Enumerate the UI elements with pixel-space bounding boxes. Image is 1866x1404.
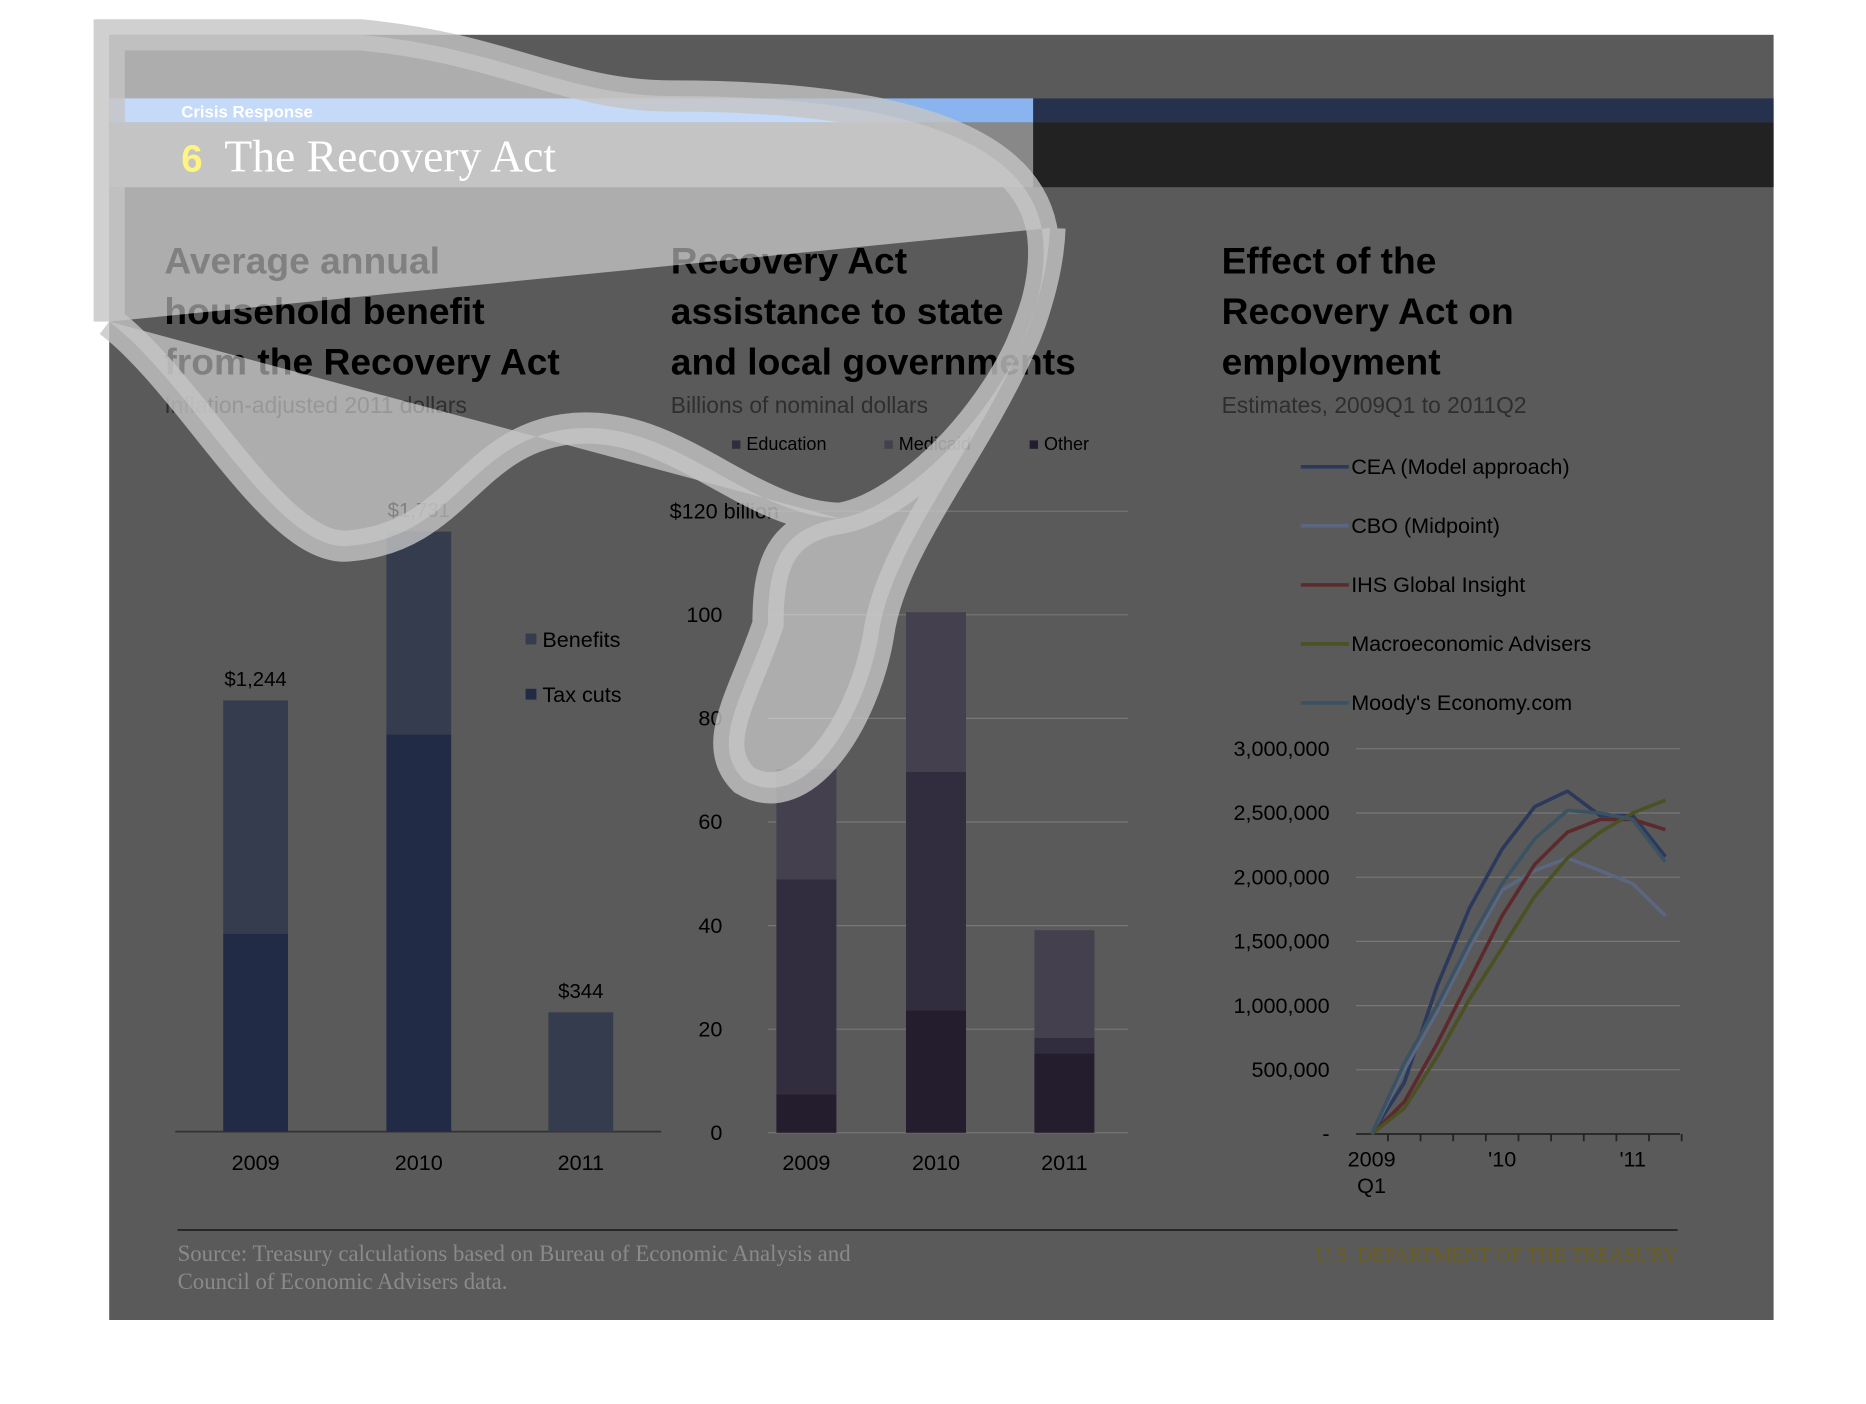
bar-segment bbox=[1034, 1038, 1095, 1054]
x-tick-label: 2009 Q1 bbox=[1347, 1147, 1396, 1198]
total-label: $344 bbox=[558, 981, 603, 1003]
chart-title: assistance to state bbox=[671, 290, 1004, 332]
x-tick-label: 2010 bbox=[395, 1150, 443, 1175]
slide-title: The Recovery Act bbox=[224, 131, 556, 182]
chart-subtitle: Estimates, 2009Q1 to 2011Q2 bbox=[1222, 392, 1527, 418]
x-tick-label: '11 bbox=[1619, 1147, 1646, 1172]
x-tick-label-box: '11 bbox=[1619, 1147, 1646, 1172]
bar-segment bbox=[548, 1012, 614, 1132]
y-tick-label: 80 bbox=[698, 706, 722, 731]
bar-segment bbox=[906, 771, 966, 1011]
legend-label: CEA (Model approach) bbox=[1351, 454, 1569, 479]
total-label: $1,244 bbox=[224, 669, 286, 691]
y-tick-label: 100 bbox=[686, 602, 722, 627]
legend-swatch bbox=[732, 440, 741, 449]
x-tick-label: 2010 bbox=[912, 1150, 960, 1175]
y-tick-label: 500,000 bbox=[1252, 1057, 1330, 1082]
bar-segment bbox=[1034, 1053, 1095, 1133]
legend-label: Macroeconomic Advisers bbox=[1351, 631, 1591, 656]
series-line bbox=[1369, 808, 1667, 1135]
slide-number: 6 bbox=[181, 138, 202, 181]
x-tick-label-box: '10 bbox=[1488, 1147, 1517, 1172]
legend-swatch bbox=[884, 440, 893, 449]
source: Source: Treasury calculations based on B… bbox=[178, 1241, 852, 1266]
legend-label: Medicaid bbox=[899, 434, 971, 454]
y-tick-label: 1,500,000 bbox=[1234, 929, 1330, 954]
legend-swatch bbox=[525, 633, 537, 645]
y-tick-label: 0 bbox=[710, 1120, 722, 1145]
y-tick-label: - bbox=[1322, 1121, 1329, 1146]
x-tick-label-box: 2009 Q1 bbox=[1347, 1147, 1396, 1198]
y-tick-label: 60 bbox=[698, 809, 722, 834]
bar-segment bbox=[386, 531, 452, 735]
x-tick-label: 2009 bbox=[232, 1150, 280, 1175]
legend-swatch bbox=[1029, 440, 1038, 449]
chart-subtitle: Inflation-adjusted 2011 dollars bbox=[164, 392, 466, 418]
bar-segment bbox=[776, 769, 837, 880]
bar-segment bbox=[776, 879, 837, 1095]
x-tick-label: 2011 bbox=[1041, 1150, 1087, 1175]
bar-segment bbox=[906, 1010, 966, 1133]
chart-title: Effect of the bbox=[1222, 240, 1437, 282]
legend-label: Other bbox=[1044, 434, 1089, 454]
legend-label: CBO (Midpoint) bbox=[1351, 513, 1500, 538]
bar-segment bbox=[223, 933, 288, 1132]
legend-label: Moody's Economy.com bbox=[1351, 690, 1572, 715]
chart-subtitle: Billions of nominal dollars bbox=[671, 392, 928, 418]
series-line bbox=[1370, 798, 1667, 1136]
y-tick-label: 2,000,000 bbox=[1234, 864, 1330, 889]
bar-segment bbox=[1034, 930, 1095, 1039]
bar-segment bbox=[223, 700, 288, 934]
y-tick-label: 3,000,000 bbox=[1234, 736, 1330, 761]
x-tick-label: '10 bbox=[1488, 1147, 1517, 1172]
footer: U.S. DEPARTMENT OF THE TREASURY bbox=[1316, 1244, 1678, 1266]
x-tick-label: 2011 bbox=[558, 1150, 604, 1175]
y-tick-label: 20 bbox=[698, 1016, 722, 1041]
chart-title: employment bbox=[1222, 340, 1441, 382]
legend-label: Education bbox=[746, 434, 826, 454]
title-band bbox=[1033, 122, 1774, 188]
series-line bbox=[1369, 856, 1667, 1135]
chart-title: from the Recovery Act bbox=[164, 340, 559, 382]
bar-segment bbox=[386, 734, 452, 1132]
section-band bbox=[1033, 98, 1774, 123]
legend-label: Benefits bbox=[542, 627, 620, 652]
total-label: $1,731 bbox=[388, 500, 450, 522]
series-line bbox=[1370, 817, 1666, 1136]
legend-label: IHS Global Insight bbox=[1351, 572, 1525, 597]
chart-title: Recovery Act bbox=[671, 240, 907, 282]
section-label: Crisis Response bbox=[181, 103, 313, 122]
chart-title: Average annual bbox=[164, 240, 440, 282]
source: Council of Economic Advisers data. bbox=[178, 1269, 508, 1294]
y-tick-label: 40 bbox=[698, 913, 722, 938]
chart-title: Recovery Act on bbox=[1222, 290, 1514, 332]
legend-swatch bbox=[525, 688, 537, 700]
y-tick-label: 1,000,000 bbox=[1234, 993, 1330, 1018]
x-tick-label: 2009 bbox=[782, 1150, 830, 1175]
bar-segment bbox=[906, 612, 966, 772]
bar-segment bbox=[776, 1094, 837, 1133]
chart-title: and local governments bbox=[671, 340, 1076, 382]
y-tick-label: 2,500,000 bbox=[1234, 800, 1330, 825]
legend-label: Tax cuts bbox=[542, 682, 621, 707]
y-tick-label: $120 billion bbox=[670, 498, 779, 523]
chart-title: household benefit bbox=[164, 290, 484, 332]
